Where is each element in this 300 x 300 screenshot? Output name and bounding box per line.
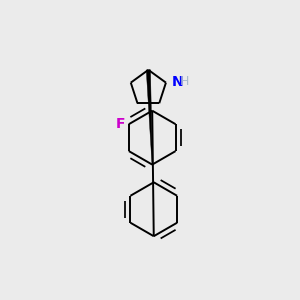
Text: N: N	[172, 75, 184, 89]
Text: F: F	[116, 117, 125, 131]
Polygon shape	[146, 70, 152, 165]
Text: H: H	[180, 75, 189, 88]
